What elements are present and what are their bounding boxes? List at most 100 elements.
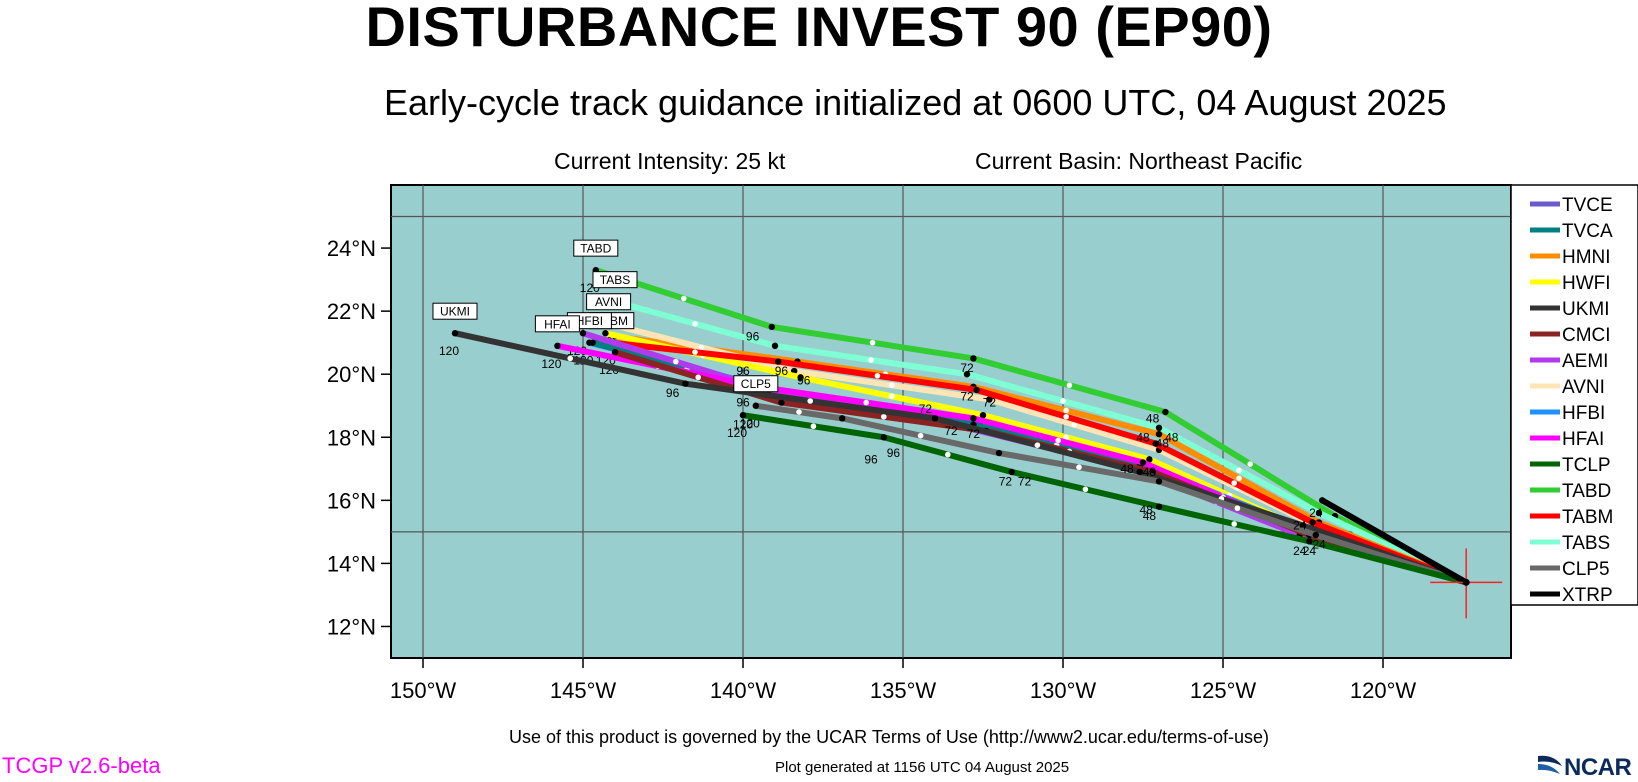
track-point [611,348,619,356]
legend-label-avni: AVNI [1562,377,1605,398]
plot-generated-time: Plot generated at 1156 UTC 04 August 202… [775,759,1070,776]
track-point [768,323,775,331]
ncar-logo-text: NCAR [1564,754,1632,781]
legend-label-ukmi: UKMI [1562,299,1610,320]
legend-label-hfbi: HFBI [1562,403,1605,424]
forecast-hour-label: 48 [1156,437,1170,451]
track-end-hour-label: 120 [541,357,561,371]
model-box-label: UKMI [440,305,470,319]
forecast-hour-label: 24 [1312,537,1326,551]
track-midpoint [810,423,817,430]
model-box-label: HFAI [544,317,571,331]
lat-tick-label: 22°N [327,299,376,324]
forecast-hour-label: 24 [1303,544,1317,558]
forecast-hour-label: 72 [983,396,997,410]
track-point [1008,468,1015,476]
legend-label-tvce: TVCE [1562,195,1613,216]
model-end-boxes: TABDTABSAVNITABMHFBIHFAIUKMICLP5 [432,239,779,393]
model-box-label: TABD [580,242,611,256]
model-box-label: TABS [600,273,630,287]
forecast-hour-label: 72 [967,427,981,441]
track-point [1155,478,1163,485]
model-box [733,375,779,393]
lon-tick-label: 125°W [1190,678,1257,703]
track-point [1312,531,1320,539]
track-midpoint [692,320,698,327]
track-midpoint [695,374,701,381]
lon-tick-label: 150°W [390,678,457,703]
track-point [451,330,459,337]
track-end-hour-label: 120 [727,426,747,440]
lat-tick-label: 24°N [327,236,376,261]
track-point [970,415,977,422]
track-midpoint [868,357,874,363]
legend: TVCE TVCA HMNI HWFI UKMI CMCI AEMI AVNI HFBI HFAI… [1530,195,1613,606]
track-midpoint [917,432,924,439]
model-box [592,271,638,289]
track-point [1155,430,1163,438]
track-midpoint [1060,398,1066,404]
track-midpoint [881,413,887,420]
forecast-hour-label: 96 [797,374,811,388]
forecast-hour-label: 72 [1018,474,1032,488]
track-midpoint [1236,467,1242,474]
track-midpoint [1063,434,1069,441]
track-point [1162,408,1169,416]
forecast-hour-label: 72 [960,361,974,375]
model-box-label: HFBI [576,314,603,328]
lat-tick-label: 14°N [327,551,376,576]
forecast-hour-label: 48 [1146,411,1160,425]
track-midpoint [1247,461,1253,467]
track-midpoint [567,355,573,362]
track-point [1155,424,1163,432]
track-point [1309,519,1316,526]
track-midpoint [889,382,895,389]
track-midpoint [1234,505,1241,512]
track-midpoint [1071,421,1077,428]
forecast-hour-label: 48 [1143,509,1157,523]
track-midpoint [1063,407,1069,414]
chart-subtitle: Early-cycle track guidance initialized a… [384,82,1447,123]
track-point [739,411,747,419]
forecast-hour-label: 48 [1143,465,1157,479]
track-point [797,374,804,381]
forecast-hour-label: 96 [887,446,901,460]
track-midpoint [1055,437,1061,444]
forecast-hour-label: 72 [919,402,933,416]
legend-label-tvca: TVCA [1562,221,1613,242]
legend-label-aemi: AEMI [1562,351,1608,372]
ncar-logo: NCAR [1536,752,1636,781]
legend-label-xtrp: XTRP [1562,585,1613,606]
track-xtrp [1319,497,1470,586]
forecast-hour-label: 24 [1293,519,1307,533]
track-midpoint [1236,475,1242,482]
lon-tick-label: 120°W [1350,678,1417,703]
forecast-hour-label: 24 [1293,544,1307,558]
forecast-hour-label: 96 [666,386,680,400]
track-point [682,380,689,387]
track-point [986,396,993,403]
track-midpoint [1034,442,1041,448]
lat-tick-label: 18°N [327,425,376,450]
track-point [579,330,587,337]
track-midpoint [1231,521,1237,527]
legend-label-clp5: CLP5 [1562,559,1610,580]
model-box [534,315,580,333]
model-box [586,293,632,311]
forecast-hour-label: 72 [960,389,974,403]
ncar-swoosh-icon [1538,755,1562,774]
track-midpoint [681,295,687,302]
legend-label-hwfi: HWFI [1562,273,1611,294]
initial-position-marker [1430,548,1503,619]
track-midpoint [807,398,813,404]
track-end-hour-label: 120 [740,417,760,431]
legend-label-tclp: TCLP [1562,455,1611,476]
forecast-hour-label: 96 [775,364,789,378]
track-point [931,415,939,422]
track-point [979,411,987,419]
legend-label-cmci: CMCI [1562,325,1611,346]
track-point [880,434,887,441]
lon-tick-label: 145°W [550,678,617,703]
